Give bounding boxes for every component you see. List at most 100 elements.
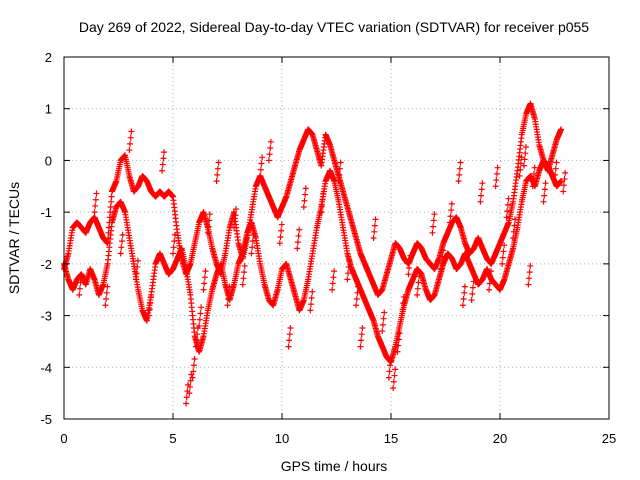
data-point	[214, 165, 221, 172]
data-point	[108, 193, 115, 200]
data-point	[258, 160, 265, 167]
data-point	[267, 138, 274, 145]
chart-title: Day 269 of 2022, Sidereal Day-to-day VTE…	[79, 19, 589, 35]
data-point	[345, 263, 352, 270]
data-point	[469, 284, 476, 291]
y-tick-label: -3	[40, 309, 52, 324]
data-point	[241, 269, 248, 276]
x-tick-label: 10	[275, 431, 289, 446]
data-point	[190, 362, 197, 369]
data-point	[358, 331, 365, 338]
data-point	[414, 285, 421, 292]
data-point	[372, 216, 379, 223]
data-point	[320, 190, 327, 197]
data-point	[522, 150, 529, 157]
data-point	[127, 140, 134, 147]
y-tick-label: -5	[40, 412, 52, 427]
data-point	[468, 297, 475, 304]
data-point	[529, 183, 536, 190]
data-point	[286, 337, 293, 344]
data-point	[500, 248, 507, 255]
data-point	[522, 143, 529, 150]
data-point	[456, 171, 463, 178]
data-point	[558, 178, 565, 185]
data-point	[457, 159, 464, 166]
data-point	[511, 222, 518, 229]
data-point	[406, 264, 413, 271]
data-point	[359, 324, 366, 331]
data-point	[406, 258, 413, 265]
data-point	[504, 201, 511, 208]
data-point	[239, 281, 246, 288]
data-point	[231, 224, 238, 231]
x-tick-label: 5	[169, 431, 176, 446]
data-point	[479, 180, 486, 187]
data-point	[395, 342, 402, 349]
y-tick-label: 1	[45, 102, 52, 117]
data-point	[552, 171, 559, 178]
data-point	[430, 217, 437, 224]
data-point	[259, 154, 266, 161]
plot-frame	[63, 56, 610, 420]
data-point	[440, 247, 447, 254]
data-point	[294, 239, 301, 246]
data-point	[295, 232, 302, 239]
data-point	[551, 178, 558, 185]
data-point	[146, 306, 153, 313]
data-point	[355, 283, 362, 290]
x-tick-label: 20	[493, 431, 507, 446]
data-point	[103, 296, 110, 303]
data-point	[540, 198, 547, 205]
data-point	[385, 374, 392, 381]
data-point	[520, 162, 527, 169]
y-ticks: -5 -4 -3 -2 -1 0 1 2	[40, 50, 609, 427]
data-point	[381, 309, 388, 316]
data-point	[78, 273, 85, 280]
data-point	[525, 281, 532, 288]
data-point	[287, 324, 294, 331]
data-point	[134, 263, 141, 270]
data-point	[504, 208, 511, 215]
data-point	[370, 235, 377, 241]
data-point	[196, 316, 203, 323]
data-point	[161, 149, 168, 156]
data-point	[455, 178, 462, 185]
data-point	[562, 169, 569, 176]
data-point	[117, 250, 124, 257]
data-point	[257, 172, 264, 179]
data-point	[353, 296, 360, 303]
data-point	[487, 274, 494, 281]
data-point	[561, 176, 568, 183]
data-point	[119, 231, 126, 238]
data-point	[438, 266, 445, 273]
data-point	[194, 331, 201, 338]
data-point	[224, 302, 231, 309]
data-point	[517, 160, 524, 167]
data-point	[346, 257, 353, 264]
data-point	[183, 394, 190, 401]
data-point	[390, 384, 397, 391]
data-point	[170, 250, 176, 257]
data-point	[379, 328, 386, 335]
data-point	[133, 270, 140, 277]
data-point	[512, 216, 519, 223]
data-point	[126, 147, 133, 154]
data-point	[249, 238, 256, 245]
data-point	[76, 285, 83, 292]
y-tick-label: -2	[40, 257, 52, 272]
data-point	[541, 186, 548, 193]
data-point	[478, 192, 485, 199]
data-point	[198, 304, 205, 311]
data-point	[102, 302, 109, 309]
data-point	[371, 228, 378, 235]
data-point	[118, 238, 125, 245]
data-point	[461, 289, 468, 296]
data-point	[499, 254, 506, 261]
data-point	[560, 182, 567, 189]
data-point	[309, 288, 316, 295]
data-point	[354, 289, 361, 296]
data-point	[276, 240, 283, 247]
data-point	[190, 368, 197, 375]
data-point	[558, 126, 565, 133]
